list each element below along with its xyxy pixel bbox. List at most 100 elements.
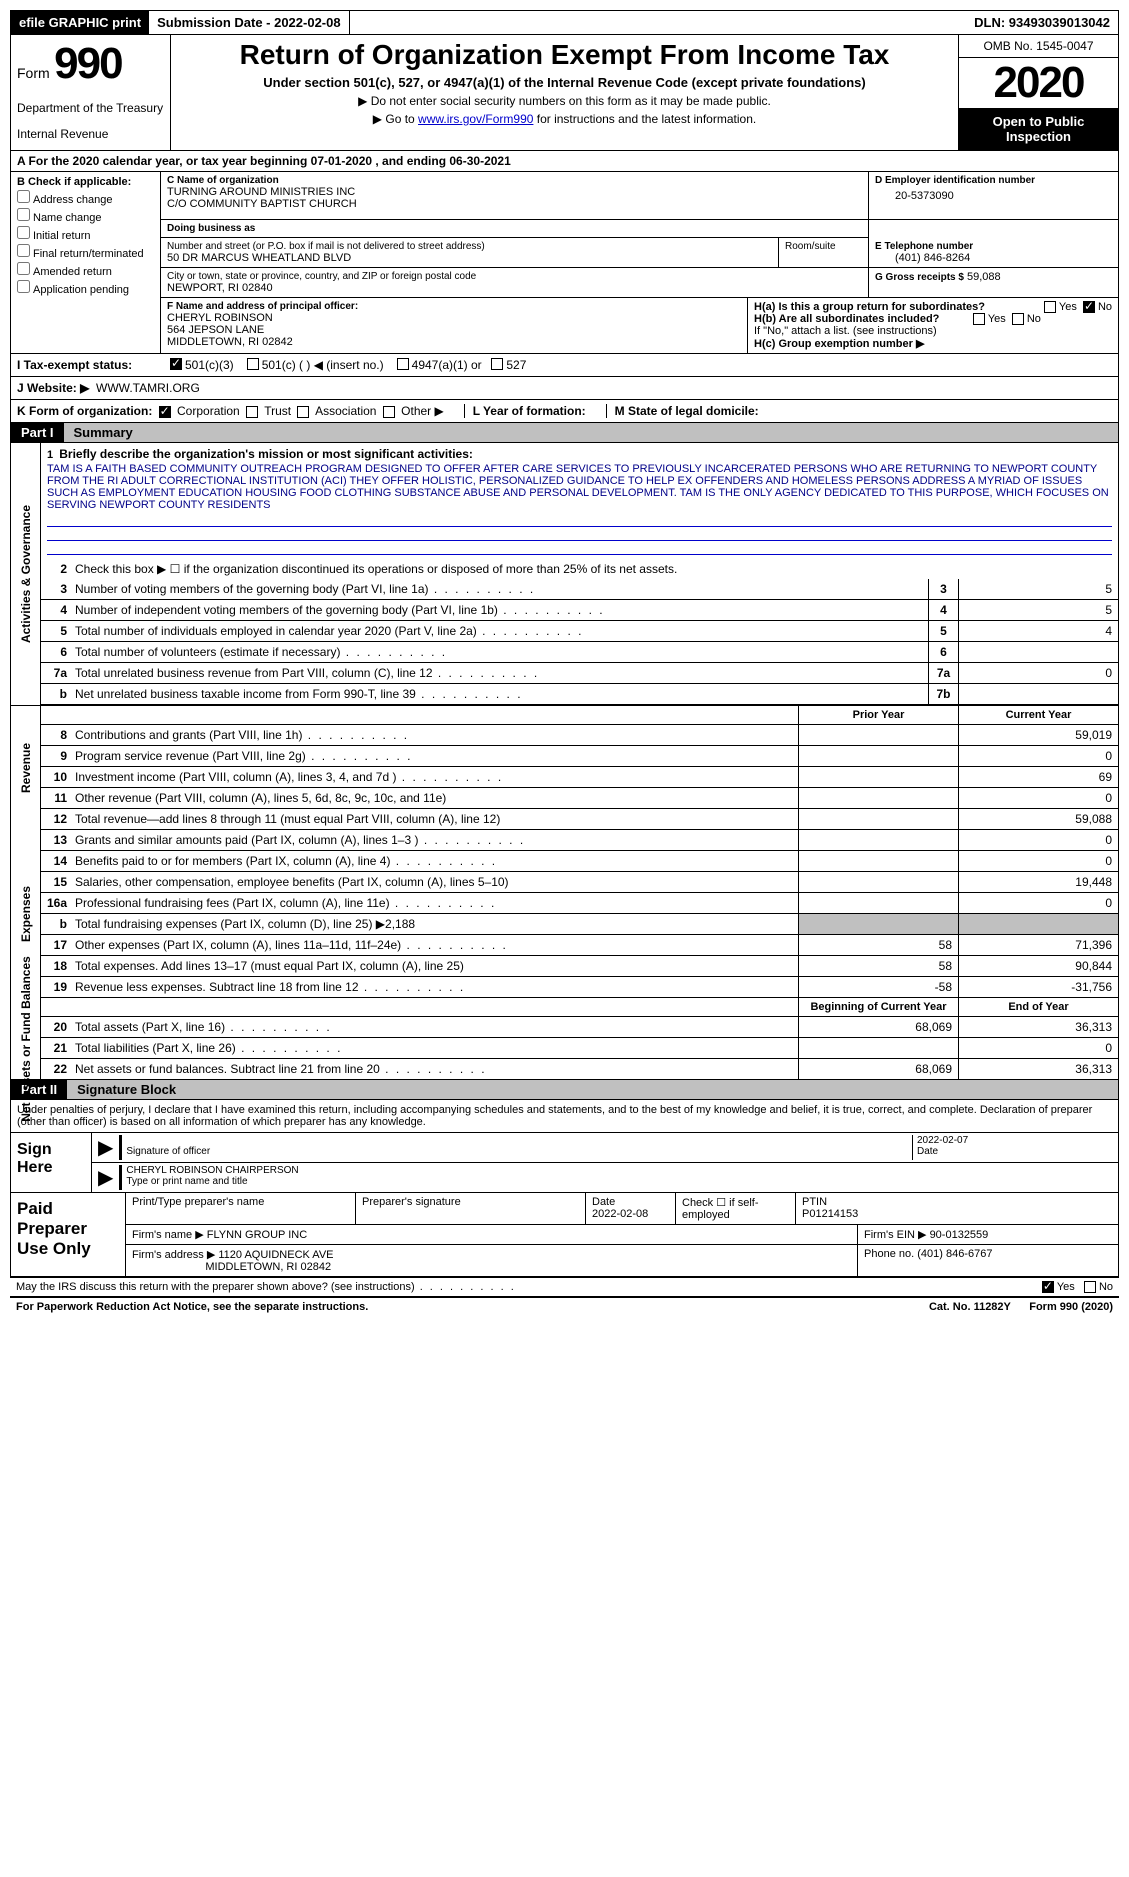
line-12-curr: 59,088: [958, 809, 1118, 829]
room-suite: Room/suite: [778, 238, 868, 267]
discuss-yes[interactable]: [1042, 1281, 1054, 1293]
sign-here-label: Sign Here: [11, 1133, 91, 1192]
submission-date: Submission Date - 2022-02-08: [149, 11, 350, 34]
line-20-beg: 68,069: [798, 1017, 958, 1037]
phone-value: (401) 846-8264: [875, 252, 1112, 264]
ha-no[interactable]: [1083, 301, 1095, 313]
officer-name-title: CHERYL ROBINSON CHAIRPERSON: [126, 1165, 298, 1176]
line-10-curr: 69: [958, 767, 1118, 787]
form-number: 990: [54, 39, 121, 88]
firm-name: FLYNN GROUP INC: [207, 1229, 307, 1241]
part-1-header: Part I Summary: [10, 423, 1119, 443]
line-13-curr: 0: [958, 830, 1118, 850]
paid-preparer-label: Paid Preparer Use Only: [11, 1193, 126, 1276]
arrow-icon: ▶: [98, 1165, 119, 1190]
line-3-val: 5: [958, 579, 1118, 599]
chk-501c3[interactable]: [170, 358, 182, 370]
net-assets-section: Net Assets or Fund Balances Beginning of…: [10, 998, 1119, 1080]
row-i-tax-status: I Tax-exempt status: 501(c)(3) 501(c) ( …: [10, 353, 1119, 377]
line-17-curr: 71,396: [958, 935, 1118, 955]
activities-governance-section: Activities & Governance 1 Briefly descri…: [10, 443, 1119, 705]
ptin-val: P01214153: [802, 1208, 858, 1220]
chk-4947[interactable]: [397, 358, 409, 370]
form-title: Return of Organization Exempt From Incom…: [181, 39, 948, 71]
dept-treasury: Department of the Treasury: [17, 101, 164, 115]
box-h: H(a) Is this a group return for subordin…: [748, 298, 1118, 353]
box-c-name: C Name of organization TURNING AROUND MI…: [161, 172, 868, 220]
line-11-curr: 0: [958, 788, 1118, 808]
row-k-form-org: K Form of organization: Corporation Trus…: [10, 400, 1119, 423]
mission-text: TAM IS A FAITH BASED COMMUNITY OUTREACH …: [47, 461, 1112, 513]
line-5-val: 4: [958, 621, 1118, 641]
box-b: B Check if applicable: Address change Na…: [11, 172, 161, 353]
chk-501c[interactable]: [247, 358, 259, 370]
line-20-end: 36,313: [958, 1017, 1118, 1037]
line-9-curr: 0: [958, 746, 1118, 766]
hb-yes[interactable]: [973, 313, 985, 325]
chk-address-change[interactable]: [17, 190, 30, 203]
chk-amended[interactable]: [17, 262, 30, 275]
line-18-prior: 58: [798, 956, 958, 976]
irs-link[interactable]: www.irs.gov/Form990: [418, 112, 533, 126]
chk-final-return[interactable]: [17, 244, 30, 257]
firm-ein: 90-0132559: [930, 1229, 989, 1241]
cat-no: Cat. No. 11282Y: [929, 1301, 1011, 1313]
line-8-curr: 59,019: [958, 725, 1118, 745]
top-bar: efile GRAPHIC print Submission Date - 20…: [10, 10, 1119, 35]
line-6-val: [958, 642, 1118, 662]
line-7a-val: 0: [958, 663, 1118, 683]
form-word: Form: [17, 65, 50, 81]
firm-phone: (401) 846-6767: [917, 1248, 992, 1260]
line-22-beg: 68,069: [798, 1059, 958, 1079]
ha-yes[interactable]: [1044, 301, 1056, 313]
chk-527[interactable]: [491, 358, 503, 370]
line-16a-curr: 0: [958, 893, 1118, 913]
irs-label: Internal Revenue: [17, 127, 164, 141]
footer-row: For Paperwork Reduction Act Notice, see …: [10, 1296, 1119, 1316]
city-state-zip: NEWPORT, RI 02840: [167, 282, 862, 294]
box-d-e: D Employer identification number 20-5373…: [868, 172, 1118, 220]
line-7b-val: [958, 684, 1118, 704]
row-j-website: J Website: ▶ WWW.TAMRI.ORG: [10, 377, 1119, 400]
chk-corporation[interactable]: [159, 406, 171, 418]
form-subtitle: Under section 501(c), 527, or 4947(a)(1)…: [181, 75, 948, 90]
dln: DLN: 93493039013042: [966, 11, 1118, 34]
discuss-row: May the IRS discuss this return with the…: [10, 1277, 1119, 1296]
sig-date-val: 2022-02-07: [917, 1135, 968, 1146]
prep-date: 2022-02-08: [592, 1208, 648, 1220]
chk-initial-return[interactable]: [17, 226, 30, 239]
signature-block: Under penalties of perjury, I declare th…: [10, 1100, 1119, 1193]
mission-block: 1 Briefly describe the organization's mi…: [41, 443, 1118, 559]
hb-no[interactable]: [1012, 313, 1024, 325]
form-990-page: efile GRAPHIC print Submission Date - 20…: [0, 0, 1129, 1326]
line-22-end: 36,313: [958, 1059, 1118, 1079]
preparer-block: Paid Preparer Use Only Print/Type prepar…: [10, 1193, 1119, 1277]
discuss-no[interactable]: [1084, 1281, 1096, 1293]
line-19-curr: -31,756: [958, 977, 1118, 997]
chk-trust[interactable]: [246, 406, 258, 418]
identity-block: B Check if applicable: Address change Na…: [10, 172, 1119, 353]
form-header: Form 990 Department of the Treasury Inte…: [10, 35, 1119, 151]
line-19-prior: -58: [798, 977, 958, 997]
line-4-val: 5: [958, 600, 1118, 620]
form-footer: Form 990 (2020): [1029, 1301, 1113, 1313]
chk-other[interactable]: [383, 406, 395, 418]
chk-name-change[interactable]: [17, 208, 30, 221]
line-14-curr: 0: [958, 851, 1118, 871]
box-f: F Name and address of principal officer:…: [161, 298, 748, 353]
firm-addr: 1120 AQUIDNECK AVE: [218, 1249, 333, 1261]
efile-label: efile GRAPHIC print: [11, 11, 149, 34]
tax-year: 2020: [959, 58, 1118, 108]
omb-number: OMB No. 1545-0047: [959, 35, 1118, 58]
website-value: WWW.TAMRI.ORG: [96, 381, 200, 395]
expenses-section: Expenses 13Grants and similar amounts pa…: [10, 830, 1119, 998]
chk-association[interactable]: [297, 406, 309, 418]
revenue-section: Revenue Prior YearCurrent Year 8Contribu…: [10, 705, 1119, 830]
line-17-prior: 58: [798, 935, 958, 955]
line-18-curr: 90,844: [958, 956, 1118, 976]
line-15-curr: 19,448: [958, 872, 1118, 892]
chk-app-pending[interactable]: [17, 280, 30, 293]
line-a: A For the 2020 calendar year, or tax yea…: [10, 151, 1119, 172]
note-ssn: ▶ Do not enter social security numbers o…: [181, 94, 948, 108]
open-public: Open to Public Inspection: [959, 108, 1118, 150]
